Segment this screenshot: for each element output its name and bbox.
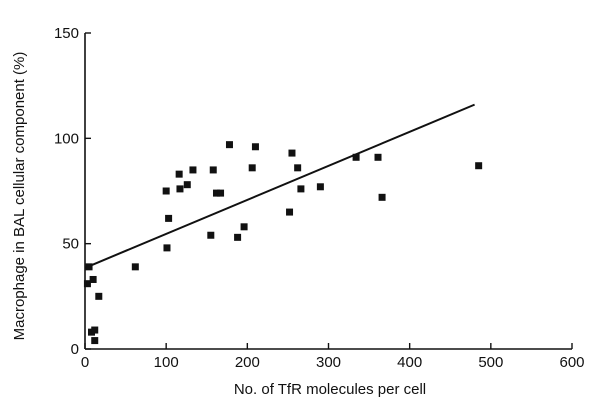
data-point	[378, 193, 386, 201]
data-point	[189, 166, 197, 174]
y-axis-label: Macrophage in BAL cellular component (%)	[11, 52, 28, 341]
y-tick-label: 50	[62, 236, 79, 253]
data-point	[91, 326, 99, 334]
data-point	[209, 166, 217, 174]
x-axis-label: No. of TfR molecules per cell	[234, 381, 426, 398]
data-point	[95, 292, 103, 300]
data-point	[175, 170, 183, 178]
data-point	[207, 231, 215, 239]
x-tick-label: 600	[559, 354, 584, 371]
data-point	[183, 181, 191, 189]
data-point	[240, 223, 248, 231]
data-point	[217, 189, 225, 197]
data-point	[83, 280, 91, 288]
data-point	[288, 149, 296, 157]
data-point	[251, 143, 259, 151]
data-point	[131, 263, 139, 271]
trendline	[84, 103, 475, 269]
data-point	[225, 141, 233, 149]
data-point	[212, 189, 220, 197]
data-point	[91, 337, 99, 345]
data-point	[294, 164, 302, 172]
data-point	[176, 185, 184, 193]
x-tick-label: 0	[81, 354, 89, 371]
y-tick-label: 100	[54, 130, 79, 147]
y-tick-label: 0	[71, 341, 79, 358]
data-point	[165, 214, 173, 222]
y-tick-label: 150	[54, 25, 79, 42]
x-tick-label: 500	[478, 354, 503, 371]
trendline-group	[84, 103, 475, 269]
axes: 0 100 200 300 400 500 600 0 50 100 150	[54, 25, 585, 371]
data-point	[163, 244, 171, 252]
data-point	[162, 187, 170, 195]
data-point	[316, 183, 324, 191]
data-point	[297, 185, 305, 193]
x-tick-label: 100	[154, 354, 179, 371]
data-point	[286, 208, 294, 216]
x-tick-label: 200	[235, 354, 260, 371]
data-point	[234, 233, 242, 241]
data-point	[89, 275, 97, 283]
data-point	[248, 164, 256, 172]
x-tick-label: 300	[316, 354, 341, 371]
data-point	[85, 263, 93, 271]
data-point	[475, 162, 483, 170]
data-point	[374, 153, 382, 161]
x-tick-label: 400	[397, 354, 422, 371]
data-point	[352, 153, 360, 161]
data-points	[83, 141, 483, 345]
